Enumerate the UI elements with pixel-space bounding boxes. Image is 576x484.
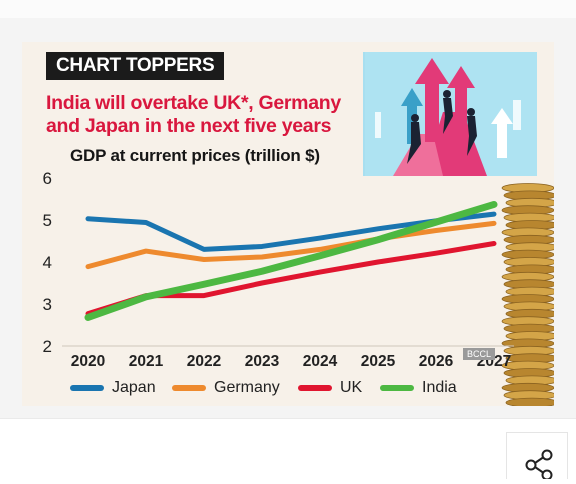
share-icon (525, 449, 553, 481)
legend-label: India (422, 379, 457, 396)
x-tick-label: 2021 (129, 353, 164, 370)
x-tick-label: 2023 (245, 353, 280, 370)
x-tick-label: 2020 (71, 353, 105, 370)
legend-swatch (298, 385, 332, 391)
coin-stack-illustration (501, 183, 554, 406)
legend-item-india: India (380, 379, 457, 397)
kicker-label: CHART TOPPERS (46, 52, 225, 80)
x-tick-label: 2022 (187, 353, 221, 370)
x-tick-label: 2026 (419, 353, 454, 370)
y-tick-label: 4 (43, 253, 52, 272)
legend-item-germany: Germany (172, 379, 280, 397)
chart-title: GDP at current prices (trillion $) (70, 146, 320, 165)
headline: India will overtake UK*, Germany and Jap… (46, 92, 341, 137)
series-line-germany (85, 220, 497, 270)
y-tick-label: 2 (43, 337, 52, 356)
x-tick-label: 2024 (303, 353, 338, 370)
legend-swatch (380, 385, 414, 391)
bottom-bar (0, 418, 576, 479)
legend-item-uk: UK (298, 379, 362, 397)
x-tick-label: 2025 (361, 353, 396, 370)
top-strip (0, 0, 576, 18)
share-button[interactable] (506, 432, 568, 481)
legend-label: Japan (112, 379, 156, 396)
y-tick-label: 6 (43, 169, 52, 188)
arrows-illustration (363, 52, 537, 176)
y-tick-label: 5 (43, 211, 52, 230)
watermark: BCCL (463, 348, 496, 360)
chart-card: CHART TOPPERS India will overtake UK*, G… (22, 42, 554, 406)
series-line-india (84, 200, 498, 321)
legend-swatch (70, 385, 104, 391)
legend-label: Germany (214, 379, 280, 396)
y-tick-label: 3 (43, 295, 52, 314)
legend-label: UK (340, 379, 363, 396)
legend-item-japan: Japan (70, 379, 156, 397)
legend-swatch (172, 385, 206, 391)
